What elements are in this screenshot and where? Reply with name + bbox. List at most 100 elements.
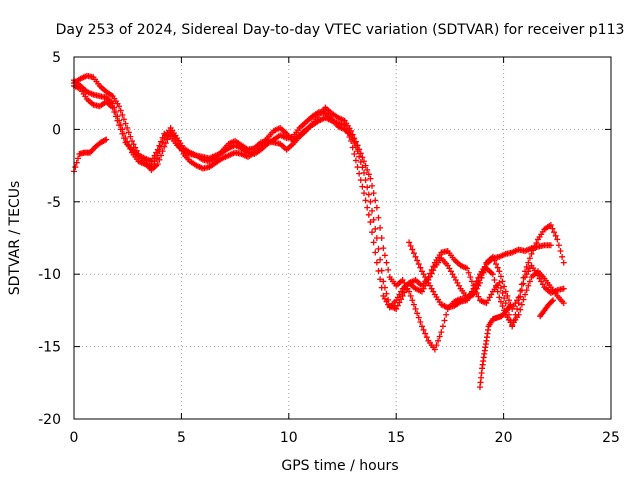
- data-point-marker: [520, 296, 527, 303]
- x-tick-label: 10: [280, 430, 298, 446]
- data-point-marker: [372, 225, 379, 232]
- data-point-marker: [465, 269, 472, 276]
- data-point-marker: [499, 278, 506, 285]
- x-tick-label: 15: [387, 430, 405, 446]
- y-axis-label: SDTVAR / TECUs: [7, 181, 23, 296]
- data-point-marker: [357, 150, 364, 157]
- data-point-marker: [473, 278, 480, 285]
- data-point-marker: [560, 259, 567, 266]
- data-point-marker: [357, 177, 364, 184]
- data-point-marker: [352, 157, 359, 164]
- data-point-marker: [528, 250, 535, 257]
- data-point-marker: [161, 143, 168, 150]
- data-point-marker: [435, 337, 442, 344]
- data-point-marker: [367, 198, 374, 205]
- data-point-marker: [375, 267, 382, 274]
- data-point-marker: [344, 130, 351, 137]
- data-point-marker: [520, 274, 527, 281]
- data-point-marker: [415, 261, 422, 268]
- data-point-marker: [380, 245, 387, 252]
- data-point-marker: [360, 158, 367, 165]
- data-point-marker: [497, 284, 504, 291]
- data-point-marker: [504, 292, 511, 299]
- data-point-marker: [369, 182, 376, 189]
- data-point-marker: [412, 253, 419, 260]
- data-point-marker: [370, 190, 377, 197]
- data-point-marker: [475, 293, 482, 300]
- y-tick-label: -20: [38, 412, 61, 428]
- data-point-marker: [365, 171, 372, 178]
- data-point-marker: [526, 278, 533, 285]
- data-point-marker: [385, 266, 392, 273]
- data-point-marker: [348, 127, 355, 134]
- data-point-marker: [356, 146, 363, 153]
- data-point-marker: [349, 131, 356, 138]
- data-point-marker: [443, 311, 450, 318]
- data-point-marker: [499, 290, 506, 297]
- data-point-marker: [507, 303, 514, 310]
- data-point-marker: [159, 134, 166, 141]
- data-point-marker: [560, 285, 567, 292]
- data-point-marker: [101, 137, 108, 144]
- data-point-marker: [430, 267, 437, 274]
- data-point-marker: [517, 287, 524, 294]
- x-axis-label: GPS time / hours: [281, 458, 398, 474]
- data-point-marker: [372, 249, 379, 256]
- data-point-marker: [360, 169, 367, 176]
- data-point-marker: [501, 295, 508, 302]
- data-point-marker: [410, 301, 417, 308]
- y-tick-label: 0: [52, 122, 61, 138]
- data-point-marker: [494, 264, 501, 271]
- data-point-marker: [378, 284, 385, 291]
- data-point-marker: [412, 305, 419, 312]
- data-point-marker: [119, 130, 126, 137]
- data-point-marker: [406, 288, 413, 295]
- data-point-marker: [365, 191, 372, 198]
- data-point-marker: [72, 164, 79, 171]
- y-tick-label: 5: [52, 50, 61, 66]
- data-point-marker: [560, 300, 567, 307]
- data-point-marker: [352, 138, 359, 145]
- data-point-marker: [394, 302, 401, 309]
- data-point-marker: [73, 159, 80, 166]
- data-point-marker: [417, 318, 424, 325]
- data-point-marker: [114, 117, 121, 124]
- data-point-marker: [367, 175, 374, 182]
- data-point-marker: [475, 274, 482, 281]
- data-point-marker: [157, 152, 164, 159]
- data-point-marker: [491, 276, 498, 283]
- data-point-marker: [127, 133, 134, 140]
- data-point-marker: [547, 221, 554, 228]
- data-points: [71, 72, 567, 391]
- y-tick-label: -10: [38, 267, 61, 283]
- data-point-marker: [522, 291, 529, 298]
- data-point-marker: [117, 107, 124, 114]
- data-point-marker: [359, 183, 366, 190]
- data-point-marker: [351, 151, 358, 158]
- data-point-marker: [377, 224, 384, 231]
- data-point-marker: [496, 294, 503, 301]
- data-point-marker: [409, 246, 416, 253]
- data-point-marker: [156, 156, 163, 163]
- data-point-marker: [369, 207, 376, 214]
- data-point-marker: [502, 300, 509, 307]
- data-point-marker: [428, 270, 435, 277]
- data-point-marker: [557, 248, 564, 255]
- data-point-marker: [370, 216, 377, 223]
- data-point-marker: [377, 256, 384, 263]
- data-point-marker: [380, 278, 387, 285]
- data-point-marker: [439, 323, 446, 330]
- data-point-marker: [365, 211, 372, 218]
- data-point-marker: [162, 140, 169, 147]
- data-point-marker: [551, 229, 558, 236]
- grid-lines: [74, 57, 611, 419]
- data-point-marker: [364, 184, 371, 191]
- data-point-marker: [378, 235, 385, 241]
- data-point-marker: [399, 292, 406, 299]
- data-point-marker: [550, 297, 557, 304]
- data-point-marker: [124, 124, 131, 131]
- data-point-marker: [364, 166, 371, 173]
- data-point-marker: [351, 135, 358, 142]
- data-point-marker: [525, 259, 532, 266]
